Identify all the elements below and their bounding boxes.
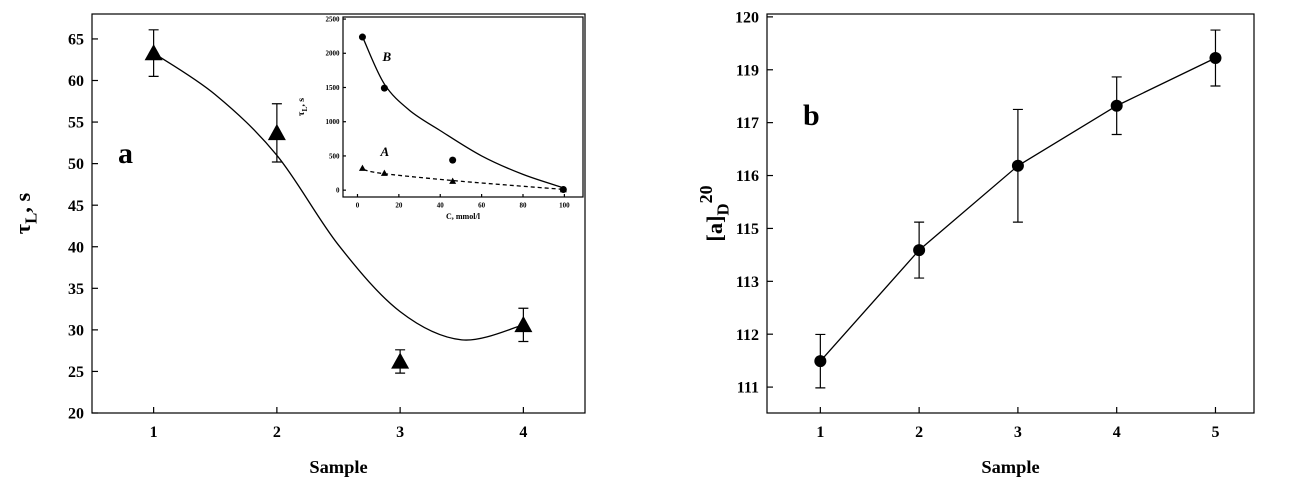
point <box>514 315 533 333</box>
plot-frame <box>766 13 1255 414</box>
series-label: B <box>381 49 391 64</box>
y-label-superscript: 20 <box>696 185 716 203</box>
y-tick-label: 2000 <box>326 50 341 58</box>
x-tick-label: 60 <box>478 202 486 210</box>
y-tick-label: 40 <box>68 239 84 256</box>
point <box>913 244 926 257</box>
point <box>391 352 410 369</box>
x-tick-label: 3 <box>1014 424 1022 441</box>
y-tick-label: 50 <box>68 156 84 173</box>
y-tick-label: 1500 <box>326 84 341 92</box>
point <box>814 355 827 368</box>
point <box>358 33 366 41</box>
plot-frame <box>342 16 584 198</box>
point <box>267 123 286 141</box>
panel-label: b <box>803 99 820 132</box>
y-tick-label: 117 <box>736 115 759 132</box>
x-axis-label: Sample <box>981 457 1039 477</box>
y-tick-label: 500 <box>329 152 340 160</box>
y-label-subscript: D <box>714 203 733 215</box>
point <box>1209 52 1222 65</box>
x-tick-label: 0 <box>356 202 360 210</box>
x-tick-label: 20 <box>395 202 403 210</box>
x-tick-label: 1 <box>150 424 158 441</box>
y-tick-label: 45 <box>68 198 84 215</box>
y-tick-label: 1000 <box>326 118 341 126</box>
y-tick-label: 111 <box>737 380 759 397</box>
x-axis-label: C, mmol/l <box>446 212 481 221</box>
y-tick-label: 120 <box>735 9 759 26</box>
x-tick-label: 2 <box>915 424 923 441</box>
y-tick-label: 0 <box>336 187 340 195</box>
y-label-unit: , s <box>10 193 35 213</box>
fit-curve <box>363 39 565 189</box>
point <box>449 156 457 164</box>
y-tick-label: 119 <box>736 62 759 79</box>
y-label-symbol: τ <box>10 223 35 234</box>
y-tick-label: 30 <box>68 322 84 339</box>
x-tick-label: 4 <box>1113 424 1121 441</box>
y-tick-label: 115 <box>736 221 759 238</box>
y-tick-label: 55 <box>68 115 84 132</box>
y-label-unit: , s <box>296 98 307 107</box>
x-tick-label: 4 <box>519 424 527 441</box>
plot-frame <box>91 13 586 414</box>
y-tick-label: 65 <box>68 32 84 49</box>
y-label-symbol: τ <box>296 111 307 116</box>
x-tick-label: 3 <box>396 424 404 441</box>
y-tick-label: 60 <box>68 73 84 90</box>
panel-label: a <box>118 137 133 170</box>
point <box>380 169 388 176</box>
y-tick-label: 20 <box>68 406 84 423</box>
x-tick-label: 2 <box>273 424 281 441</box>
fit-curve <box>363 168 565 191</box>
point <box>1011 159 1024 172</box>
y-tick-label: 35 <box>68 281 84 298</box>
y-axis-label: [a]D20 <box>696 185 733 241</box>
y-tick-label: 2500 <box>326 16 341 24</box>
point <box>559 185 567 193</box>
x-tick-label: 100 <box>559 202 570 210</box>
x-tick-label: 1 <box>816 424 824 441</box>
x-axis-label: Sample <box>309 457 367 477</box>
y-axis-label: τL, s <box>10 193 41 235</box>
point <box>1110 99 1123 112</box>
series-label: A <box>379 144 389 159</box>
y-tick-label: 116 <box>736 168 759 185</box>
y-axis-label: τL, s <box>296 98 309 116</box>
y-label-symbol: [a] <box>702 215 727 241</box>
x-tick-label: 40 <box>437 202 445 210</box>
y-tick-label: 112 <box>736 327 759 344</box>
x-tick-label: 80 <box>520 202 528 210</box>
point <box>449 177 457 184</box>
fit-curve <box>153 52 524 341</box>
y-label-subscript: L <box>300 107 309 112</box>
x-tick-label: 5 <box>1211 424 1219 441</box>
y-tick-label: 113 <box>736 274 759 291</box>
y-tick-label: 25 <box>68 364 84 381</box>
y-label-subscript: L <box>22 213 41 224</box>
